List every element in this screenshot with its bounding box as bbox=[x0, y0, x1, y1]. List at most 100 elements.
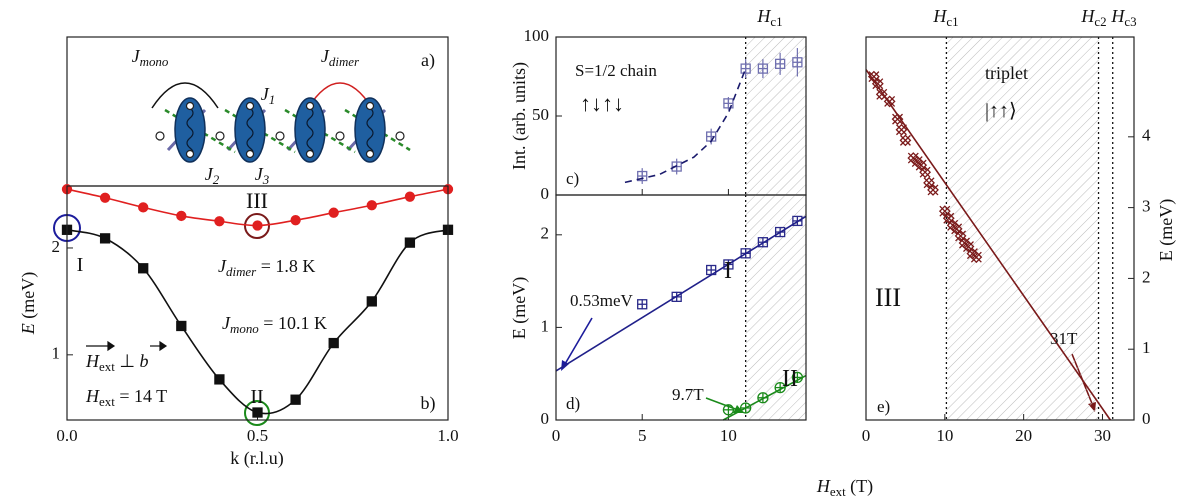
spin-arrows: ↑↓↑↓ bbox=[580, 91, 624, 116]
y-tick-label: 1 bbox=[541, 316, 550, 335]
annotation: triplet bbox=[985, 63, 1028, 83]
y-tick-label: 0 bbox=[541, 184, 550, 203]
x-tick-label: 0 bbox=[862, 426, 871, 445]
data-point bbox=[404, 237, 416, 248]
text-run: k (r.l.u) bbox=[230, 448, 284, 469]
data-point bbox=[366, 200, 377, 211]
data-point bbox=[138, 263, 149, 274]
data-point bbox=[740, 63, 751, 74]
annotation: Hc2 bbox=[1080, 6, 1106, 29]
x-tick-label: 30 bbox=[1094, 426, 1111, 445]
text-run: J bbox=[205, 164, 214, 184]
marker-part bbox=[214, 216, 225, 227]
svg-text:↑↓↑↓: ↑↓↑↓ bbox=[580, 91, 624, 116]
marker-part bbox=[891, 113, 904, 126]
text-run: I bbox=[77, 254, 84, 276]
text-run: E (meV) bbox=[1156, 199, 1177, 261]
marker-part bbox=[404, 237, 416, 248]
data-point bbox=[723, 98, 734, 109]
fit-line bbox=[865, 69, 1112, 421]
panel-frame bbox=[865, 36, 1135, 421]
marker-part bbox=[943, 212, 955, 224]
marker-part bbox=[176, 210, 187, 222]
text-run: 0.53meV bbox=[570, 291, 634, 310]
dimer-ellipses bbox=[174, 97, 386, 163]
text-run: 3 bbox=[262, 172, 270, 187]
text-run: (meV) bbox=[18, 272, 39, 323]
y-tick-label: 3 bbox=[1142, 197, 1151, 216]
marker-part bbox=[404, 191, 416, 202]
annotation: Hc1 bbox=[932, 6, 958, 29]
text-run: J bbox=[222, 313, 231, 333]
data-point bbox=[176, 320, 187, 332]
data-point bbox=[99, 233, 111, 244]
text-run: b bbox=[140, 351, 149, 371]
marker-part bbox=[915, 159, 928, 172]
text-run: dimer bbox=[329, 54, 360, 69]
annotation: 9.7T bbox=[672, 385, 704, 404]
y-axis-label: E (meV) bbox=[509, 277, 530, 339]
text-run: c3 bbox=[1124, 14, 1136, 29]
data-point bbox=[138, 202, 149, 213]
text-run: S=1/2 chain bbox=[575, 61, 657, 80]
marker-part bbox=[923, 177, 935, 189]
data-point bbox=[891, 113, 904, 126]
marker-part bbox=[366, 296, 377, 307]
text-run: b) bbox=[421, 393, 436, 414]
annotation: 31T bbox=[1050, 329, 1078, 348]
annotation: |↑↑⟩ bbox=[985, 100, 1017, 122]
marker-part bbox=[328, 207, 339, 218]
marker-part bbox=[954, 230, 967, 242]
marker-part bbox=[328, 337, 339, 349]
data-point bbox=[637, 170, 648, 182]
data-point bbox=[774, 58, 786, 70]
text-run: e) bbox=[877, 397, 890, 416]
y-tick-label: 100 bbox=[524, 26, 550, 45]
x-axis-label: k (r.l.u) bbox=[230, 448, 284, 469]
diagram-label: Jmono bbox=[132, 46, 169, 69]
x-tick-label: 5 bbox=[638, 426, 647, 445]
text-run: II bbox=[250, 386, 263, 408]
text-run: mono bbox=[140, 54, 169, 69]
marker-part bbox=[252, 220, 263, 231]
diagram-label: a) bbox=[421, 50, 435, 71]
text-run: triplet bbox=[985, 63, 1028, 83]
text-run: c) bbox=[566, 169, 579, 188]
marker-part bbox=[138, 202, 149, 213]
coupling-arc bbox=[151, 82, 219, 109]
text-run: a) bbox=[421, 50, 435, 71]
y-tick-label: 2 bbox=[1142, 267, 1151, 286]
y-tick-label: 0 bbox=[541, 409, 550, 428]
x-tick-label: 20 bbox=[1015, 426, 1032, 445]
y-tick-label: 0 bbox=[1142, 409, 1151, 428]
marker-part bbox=[871, 77, 884, 90]
x-tick-label: 0 bbox=[552, 426, 561, 445]
text-run: 9.7T bbox=[672, 385, 704, 404]
text-run: d) bbox=[566, 394, 580, 413]
annotation: Jdimer = 1.8 K bbox=[218, 256, 315, 279]
marker-part bbox=[872, 78, 884, 90]
text-run: c2 bbox=[1094, 14, 1106, 29]
vector-arrows bbox=[86, 340, 168, 352]
marker-part bbox=[899, 134, 911, 146]
text-run: mono bbox=[230, 321, 259, 336]
data-point bbox=[792, 57, 803, 68]
marker-part bbox=[950, 222, 963, 235]
marker-part bbox=[927, 184, 939, 196]
diagram-label: J1 bbox=[261, 84, 275, 107]
marker-part bbox=[942, 212, 955, 225]
marker-part bbox=[883, 95, 896, 108]
text-run: ext bbox=[99, 359, 115, 374]
chain-diagram bbox=[66, 36, 449, 187]
data-point bbox=[757, 63, 769, 74]
marker-part bbox=[290, 394, 301, 405]
text-run: ⊥ bbox=[115, 351, 140, 371]
marker-part bbox=[366, 200, 377, 211]
text-run: J bbox=[261, 84, 270, 104]
annotation: I bbox=[724, 258, 732, 284]
y-tick-label: 50 bbox=[532, 105, 549, 124]
y-axis-label: E (meV) bbox=[18, 272, 39, 335]
annotation: S=1/2 chain bbox=[575, 61, 657, 80]
marker-part bbox=[919, 166, 931, 178]
fit-line bbox=[624, 68, 747, 184]
